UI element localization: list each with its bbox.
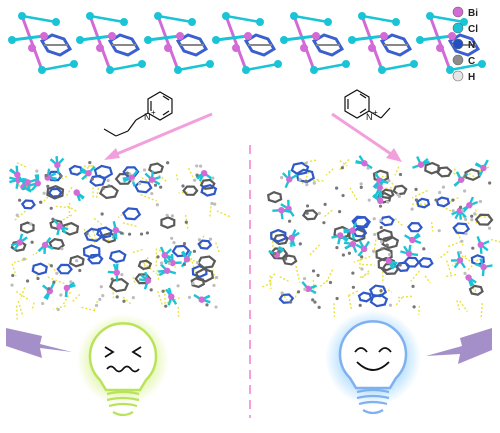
legend-label-h: H xyxy=(468,72,475,83)
right-crystal-packing xyxy=(261,155,500,319)
left-crystal-packing xyxy=(9,156,231,322)
right-molecule-nitrogen: N xyxy=(366,112,373,122)
lightning-icon-right xyxy=(426,328,492,364)
left-molecule-nitrogen: N xyxy=(144,112,151,122)
sad-bulb-icon xyxy=(77,314,169,417)
legend-label-cl: Cl xyxy=(468,24,478,35)
legend-label-bi: Bi xyxy=(468,8,478,19)
legend-item-h: H xyxy=(452,70,475,83)
arrow-left xyxy=(104,112,213,160)
left-molecule-charge: + xyxy=(151,108,156,117)
lightning-icon-left xyxy=(6,328,72,358)
legend-label-n: N xyxy=(468,40,475,51)
bismuth-chloride-chain xyxy=(8,12,486,74)
legend-label-c: C xyxy=(468,56,475,67)
legend-item-n: N xyxy=(452,38,475,51)
ethylpyridinium-molecule xyxy=(344,89,391,119)
right-molecule-charge: + xyxy=(373,108,378,117)
arrow-right xyxy=(331,112,402,162)
legend-item-cl: Cl xyxy=(452,22,478,35)
atom-legend: Bi Cl NCH xyxy=(452,6,478,83)
happy-bulb-icon xyxy=(325,310,421,415)
butylpyridinium-molecule xyxy=(103,91,173,137)
legend-item-c: C xyxy=(452,54,475,67)
legend-item-bi: Bi xyxy=(452,6,478,19)
